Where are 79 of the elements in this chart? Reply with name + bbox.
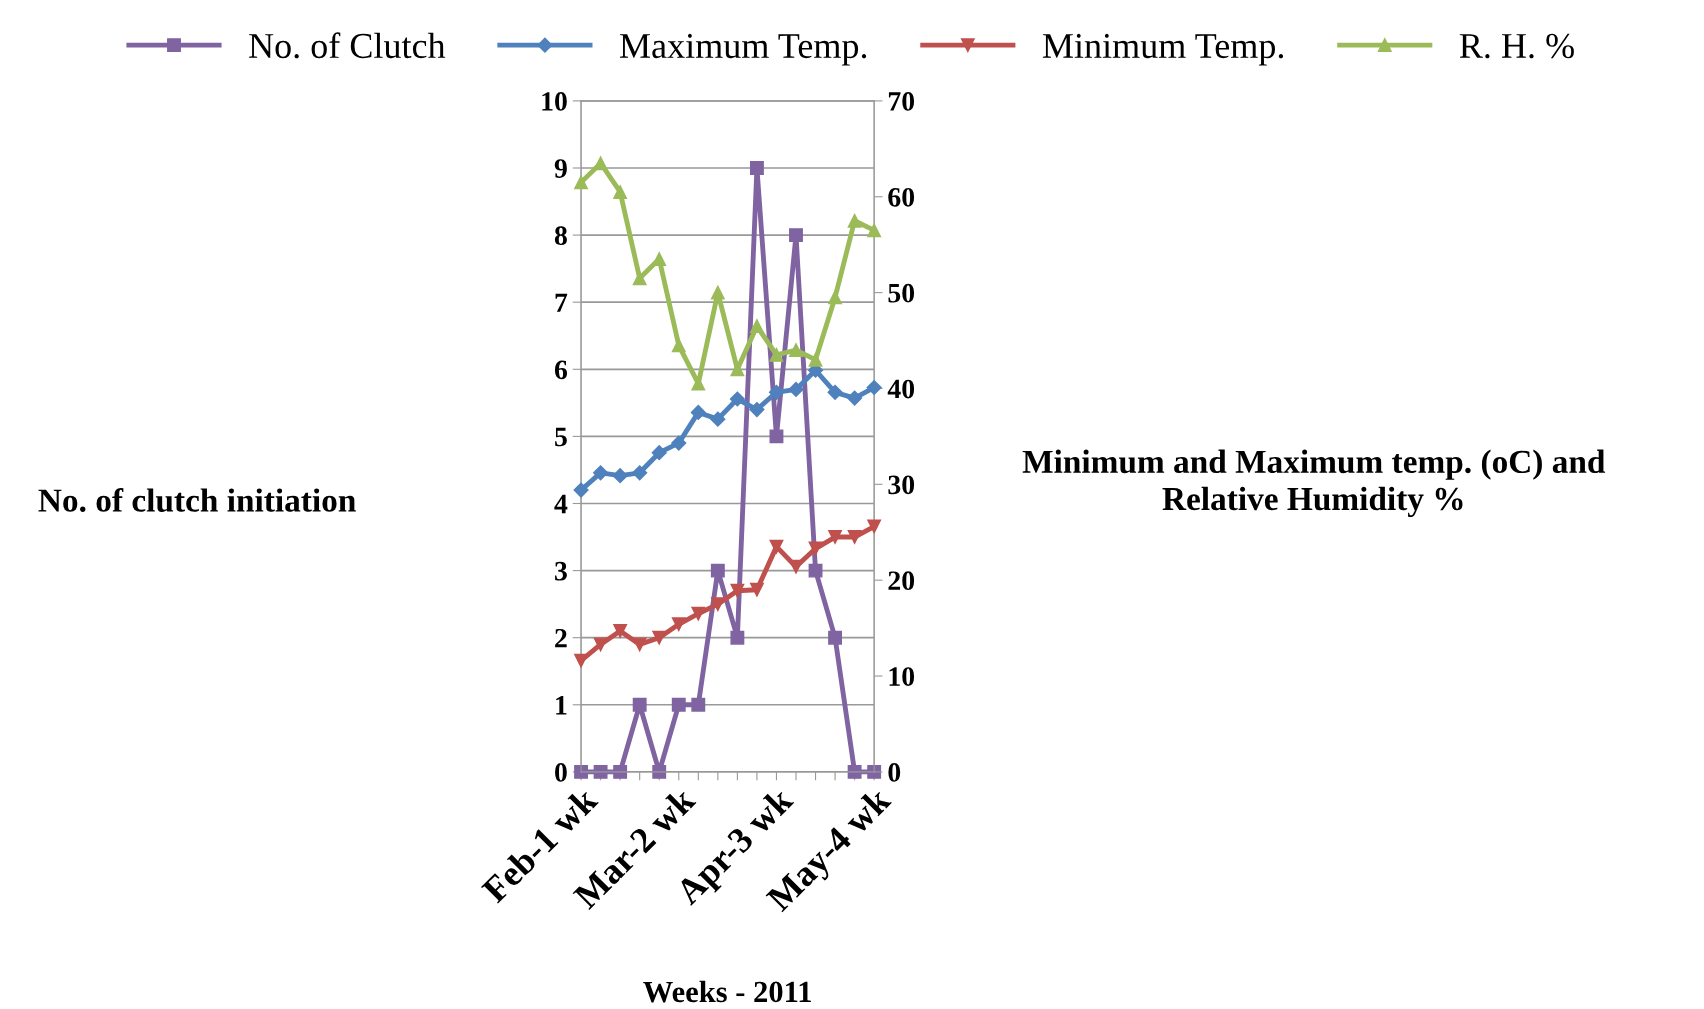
legend-label: Minimum Temp. <box>1042 33 1284 66</box>
point <box>749 401 765 418</box>
point <box>573 482 589 498</box>
point <box>671 697 686 712</box>
point <box>632 697 647 712</box>
y2-tick-label: 0 <box>888 763 901 782</box>
legend-label: Maximum Temp. <box>619 33 867 66</box>
point <box>691 697 706 712</box>
point <box>593 465 609 481</box>
point <box>710 597 725 612</box>
point <box>749 161 764 175</box>
point <box>652 630 667 645</box>
y-tick-label: 5 <box>555 427 567 447</box>
point <box>749 319 764 334</box>
point <box>671 435 687 451</box>
y-tick-label: 0 <box>555 763 567 782</box>
point <box>808 563 823 578</box>
point <box>789 559 803 574</box>
y-tick-label: 3 <box>555 561 567 581</box>
point <box>847 213 862 228</box>
y2-tick-label: 50 <box>888 283 915 303</box>
point <box>768 384 785 400</box>
point <box>651 445 667 461</box>
y2-tick-label: 70 <box>888 92 915 111</box>
point <box>828 630 843 645</box>
point <box>808 352 823 367</box>
legend-label: R. H. % <box>1459 33 1574 59</box>
y2-tick-label: 10 <box>889 667 915 686</box>
y-tick-label: 2 <box>555 628 567 648</box>
point <box>574 175 589 190</box>
point <box>691 606 706 621</box>
point <box>749 582 764 597</box>
y2-tick-label: 20 <box>888 571 915 591</box>
point <box>769 347 784 362</box>
point <box>632 637 647 652</box>
point <box>730 583 745 598</box>
point <box>730 630 745 645</box>
point <box>729 391 745 407</box>
point <box>866 379 882 396</box>
y-axis-title: No. of clutch initiation <box>38 488 356 512</box>
legend-label: No. of Clutch <box>249 32 446 59</box>
point <box>828 290 843 305</box>
point <box>710 563 725 578</box>
point <box>710 411 726 427</box>
point <box>827 384 843 400</box>
y2-tick-label: 40 <box>887 379 915 399</box>
point <box>769 429 784 444</box>
point <box>652 252 667 267</box>
point <box>867 223 882 238</box>
y-tick-label: 7 <box>555 293 568 312</box>
point <box>612 468 628 484</box>
x-axis-title: Weeks - 2011 <box>643 980 811 1003</box>
point <box>769 539 784 554</box>
point <box>613 185 628 199</box>
point <box>788 381 804 397</box>
y-tick-label: 10 <box>542 92 567 111</box>
point <box>690 404 706 420</box>
point <box>671 617 686 632</box>
point <box>808 541 823 556</box>
y2-axis-title: Minimum and Maximum temp. (oC) and Relative Humidity % <box>1022 449 1606 518</box>
point <box>632 465 648 481</box>
point <box>789 343 803 358</box>
point <box>632 271 647 286</box>
y-tick-label: 9 <box>554 159 567 178</box>
point <box>847 530 862 544</box>
point <box>613 624 628 638</box>
y-tick-label: 1 <box>556 696 567 715</box>
y-tick-label: 6 <box>554 360 568 380</box>
point <box>671 338 686 353</box>
y-tick-label: 4 <box>554 494 568 514</box>
point <box>593 637 608 652</box>
point <box>867 519 882 534</box>
point <box>789 228 803 243</box>
y2-tick-label: 60 <box>888 187 915 207</box>
point <box>710 285 725 300</box>
point <box>828 530 843 544</box>
y-tick-label: 8 <box>554 226 567 246</box>
y2-tick-label: 30 <box>888 475 915 495</box>
point <box>847 390 863 406</box>
